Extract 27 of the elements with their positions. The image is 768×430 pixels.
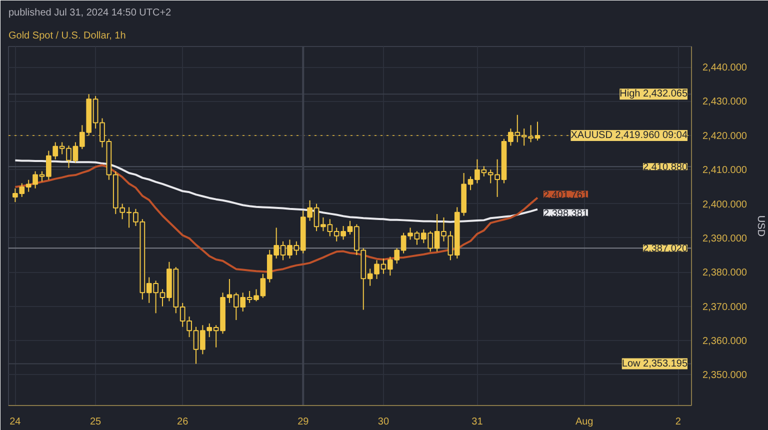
y-tick-label: 2,370.000 [702, 302, 748, 313]
data-label: 2,401.761 [543, 190, 588, 201]
x-tick-label: 31 [472, 416, 484, 428]
x-tick-label: 30 [378, 416, 390, 428]
chart-subtitle: published Jul 31, 2024 14:50 UTC+2 [8, 8, 172, 18]
data-label: 2,398.381 [543, 208, 588, 220]
y-axis-title: USD [754, 215, 766, 237]
x-tick-label: 25 [90, 416, 102, 428]
y-tick-label: 2,420.000 [702, 130, 748, 142]
x-tick-label: 2 [675, 416, 682, 428]
y-tick-label: 2,360.000 [702, 336, 748, 348]
y-tick-label: 2,390.000 [702, 233, 748, 244]
y-tick-label: 2,410.000 [702, 165, 748, 176]
y-tick-label: 2,430.000 [702, 96, 748, 108]
x-tick-label: 24 [10, 416, 22, 428]
y-tick-label: 2,400.000 [702, 199, 748, 210]
ref-line-label: Low 2,353.195 [622, 358, 688, 370]
ref-line-label: XAUUSD 2,419.960 09:04 [570, 130, 688, 142]
chart-title: Gold Spot / U.S. Dollar, 1h [8, 30, 126, 42]
y-tick-label: 2,380.000 [702, 268, 748, 279]
y-tick-label: 2,350.000 [702, 370, 748, 382]
y-tick-label: 2,440.000 [702, 62, 748, 74]
line-series [14, 164, 538, 273]
ref-line-label: High 2,432.065 [620, 88, 688, 100]
x-tick-label: 29 [298, 416, 310, 428]
x-tick-label: Aug [575, 416, 594, 428]
x-tick-label: 26 [177, 416, 189, 428]
